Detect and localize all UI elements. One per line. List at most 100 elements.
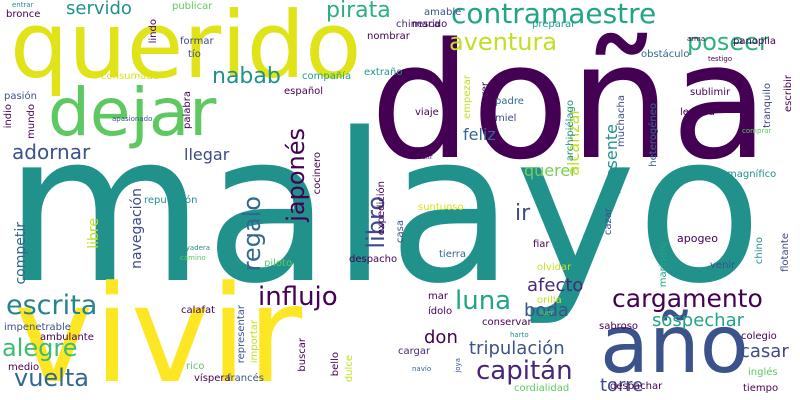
word-cargar: cargar bbox=[398, 346, 431, 357]
word-sublimir: sublimir bbox=[690, 87, 731, 98]
word-navio: navío bbox=[412, 365, 432, 373]
word-colegio: colegio bbox=[741, 331, 777, 342]
word-casa: casa bbox=[395, 220, 406, 243]
word-querer: querer bbox=[524, 161, 577, 180]
word-reputacion: reputación bbox=[144, 195, 198, 206]
word-contramaestre: contramaestre bbox=[451, 0, 657, 30]
word-panoplia: panoplia bbox=[733, 36, 776, 47]
word-ir: ir bbox=[515, 201, 531, 226]
word-regalo: regalo bbox=[238, 196, 266, 272]
word-comprar: comprar bbox=[742, 127, 772, 135]
word-representar: representar bbox=[236, 305, 247, 364]
word-entrar: entrar bbox=[12, 1, 34, 9]
word-padre: padre bbox=[495, 96, 524, 107]
word-venir: venir bbox=[710, 260, 736, 271]
word-despachar: despachar bbox=[610, 381, 663, 392]
word-poseer: poseer bbox=[687, 28, 769, 56]
word-ano: año bbox=[600, 298, 749, 391]
word-pasion: pasión bbox=[4, 91, 37, 102]
word-importar: importar bbox=[249, 320, 260, 364]
word-sospechar: sospechar bbox=[652, 310, 745, 331]
word-flotante: flotante bbox=[780, 233, 791, 272]
word-chinesca: chinesca bbox=[396, 19, 440, 30]
word-cazar: cazar bbox=[603, 208, 614, 236]
word-mundo: mundo bbox=[26, 104, 37, 139]
word-medio: medio bbox=[8, 362, 40, 373]
word-mar: mar bbox=[428, 291, 448, 302]
word-alegre: alegre bbox=[2, 334, 78, 362]
word-dulce: dulce bbox=[344, 355, 355, 383]
word-buscar: buscar bbox=[297, 338, 308, 372]
word-chino: chino bbox=[754, 237, 765, 265]
word-despacho: despacho bbox=[349, 254, 398, 265]
word-apogeo: apogeo bbox=[677, 232, 718, 245]
word-olvidar: olvidar bbox=[537, 262, 572, 273]
word-escribir: escribir bbox=[783, 75, 794, 112]
word-piloto: piloto bbox=[264, 258, 293, 269]
word-influjo: influjo bbox=[258, 282, 338, 312]
word-navegacion: navegación bbox=[129, 188, 145, 269]
word-don: don bbox=[424, 327, 458, 348]
word-arma: arma bbox=[687, 35, 706, 43]
word-vispera: víspera bbox=[194, 373, 231, 384]
word-obstaculo: obstáculo bbox=[641, 49, 690, 60]
word-nabab: nabab bbox=[212, 64, 281, 89]
word-calafat: calafat bbox=[181, 305, 216, 316]
word-escrita: escrita bbox=[6, 290, 98, 321]
word-empezar: empezar bbox=[462, 75, 473, 119]
word-tierra: tierra bbox=[439, 249, 467, 260]
word-harto: harto bbox=[510, 331, 529, 339]
word-lectura: lectura bbox=[680, 107, 715, 118]
word-publicar: publicar bbox=[172, 1, 213, 12]
word-feliz: feliz bbox=[463, 125, 496, 144]
word-boda: boda bbox=[524, 300, 569, 321]
word-preparar: preparar bbox=[532, 19, 576, 30]
word-idolo: ídolo bbox=[428, 306, 453, 317]
word-conservar: conservar bbox=[482, 317, 532, 328]
word-japones: japonés bbox=[282, 128, 310, 222]
word-sabroso: sabroso bbox=[599, 321, 639, 332]
word-competir: competir bbox=[13, 222, 29, 285]
word-muchacha: muchacha bbox=[616, 95, 627, 148]
word-frances: francés bbox=[227, 373, 264, 384]
word-palabra: palabra bbox=[182, 91, 193, 129]
word-dona: doña bbox=[370, 8, 769, 195]
word-viaje: viaje bbox=[415, 107, 439, 118]
word-llegar: llegar bbox=[184, 145, 230, 164]
word-ambulante: ambulante bbox=[40, 332, 94, 343]
word-bayadera: bayadera bbox=[177, 244, 211, 252]
word-vuelta: vuelta bbox=[14, 364, 89, 392]
word-rico: rico bbox=[186, 361, 205, 372]
word-tripulacion: tripulación bbox=[469, 338, 565, 359]
word-lindo: lindo bbox=[148, 19, 159, 44]
word-malayo: malayo bbox=[4, 89, 763, 329]
word-recorrer: recorrer bbox=[480, 82, 491, 122]
word-marido: marido bbox=[412, 19, 448, 30]
word-expedicion: expedición bbox=[376, 181, 387, 236]
word-cordialidad: cordialidad bbox=[514, 383, 570, 394]
word-impenetrable: impenetrable bbox=[4, 322, 71, 333]
word-torre: torre bbox=[600, 375, 644, 396]
word-cocinero: cocinero bbox=[312, 152, 323, 195]
word-dejar: dejar bbox=[48, 74, 217, 151]
word-orilla: orilla bbox=[537, 295, 562, 306]
word-nombrar: nombrar bbox=[367, 31, 410, 42]
word-bello: bello bbox=[330, 352, 341, 377]
word-querido: querido bbox=[10, 0, 362, 99]
word-bronce: bronce bbox=[6, 9, 41, 20]
word-adornar: adornar bbox=[12, 140, 91, 164]
word-formar: formar bbox=[180, 36, 214, 47]
word-compania: compañía bbox=[302, 71, 352, 82]
word-espanol: español bbox=[284, 86, 324, 97]
word-heterogeneo: heterogéneo bbox=[648, 103, 659, 167]
word-vivir: vivir bbox=[14, 257, 303, 400]
word-casar: casar bbox=[740, 341, 789, 362]
word-libre: libre bbox=[86, 218, 102, 249]
word-servido: servido bbox=[66, 0, 132, 19]
word-ingles: inglés bbox=[748, 367, 778, 378]
word-suntuoso: suntuoso bbox=[418, 202, 464, 213]
word-camino: camino bbox=[180, 254, 206, 262]
word-marinero: marinero bbox=[658, 242, 669, 288]
word-capitan: capitán bbox=[476, 356, 573, 386]
